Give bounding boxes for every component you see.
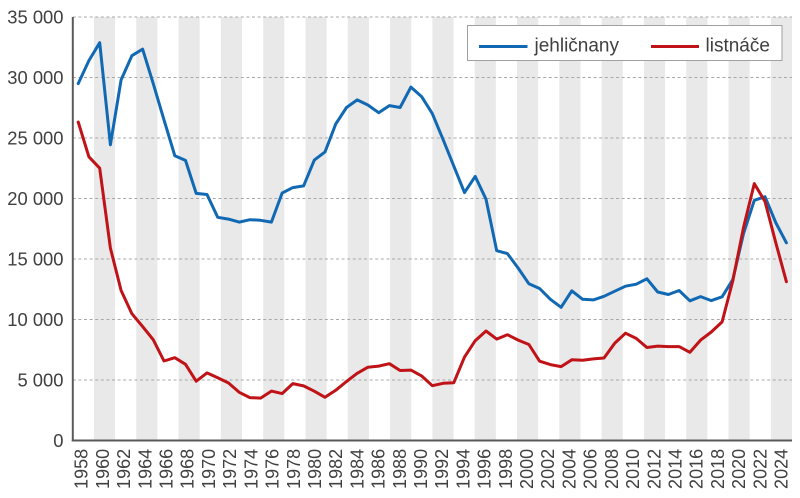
svg-text:1990: 1990 [411, 449, 431, 489]
svg-text:2020: 2020 [729, 449, 749, 489]
svg-text:1978: 1978 [284, 449, 304, 489]
svg-text:1994: 1994 [453, 449, 473, 489]
svg-text:1968: 1968 [178, 449, 198, 489]
svg-text:2004: 2004 [559, 449, 579, 489]
svg-text:1970: 1970 [199, 449, 219, 489]
svg-text:2010: 2010 [623, 449, 643, 489]
svg-text:5 000: 5 000 [17, 370, 63, 391]
svg-text:30 000: 30 000 [7, 67, 63, 88]
svg-text:1996: 1996 [475, 449, 495, 489]
svg-text:1958: 1958 [72, 449, 92, 489]
svg-text:2014: 2014 [666, 449, 686, 489]
svg-text:2012: 2012 [644, 449, 664, 489]
svg-text:2018: 2018 [708, 449, 728, 489]
svg-text:1964: 1964 [135, 449, 155, 489]
svg-text:20 000: 20 000 [7, 188, 63, 209]
svg-text:1966: 1966 [157, 449, 177, 489]
svg-text:1960: 1960 [93, 449, 113, 489]
svg-text:listnáče: listnáče [706, 35, 770, 56]
svg-text:2016: 2016 [687, 449, 707, 489]
svg-text:1986: 1986 [369, 449, 389, 489]
svg-text:0: 0 [53, 430, 63, 451]
svg-text:1982: 1982 [326, 449, 346, 489]
svg-text:35 000: 35 000 [7, 7, 63, 28]
svg-text:1974: 1974 [241, 449, 261, 489]
svg-text:jehličnany: jehličnany [534, 35, 620, 56]
svg-text:1976: 1976 [263, 449, 283, 489]
svg-text:25 000: 25 000 [7, 128, 63, 149]
svg-text:1988: 1988 [390, 449, 410, 489]
svg-text:15 000: 15 000 [7, 249, 63, 270]
svg-text:2002: 2002 [538, 449, 558, 489]
svg-text:2022: 2022 [750, 449, 770, 489]
svg-text:2006: 2006 [581, 449, 601, 489]
svg-text:2008: 2008 [602, 449, 622, 489]
svg-text:1984: 1984 [347, 449, 367, 489]
svg-text:1962: 1962 [114, 449, 134, 489]
svg-text:1992: 1992 [432, 449, 452, 489]
svg-text:2000: 2000 [517, 449, 537, 489]
svg-text:10 000: 10 000 [7, 309, 63, 330]
svg-text:2024: 2024 [772, 449, 792, 489]
svg-text:1972: 1972 [220, 449, 240, 489]
svg-text:1998: 1998 [496, 449, 516, 489]
svg-text:1980: 1980 [305, 449, 325, 489]
